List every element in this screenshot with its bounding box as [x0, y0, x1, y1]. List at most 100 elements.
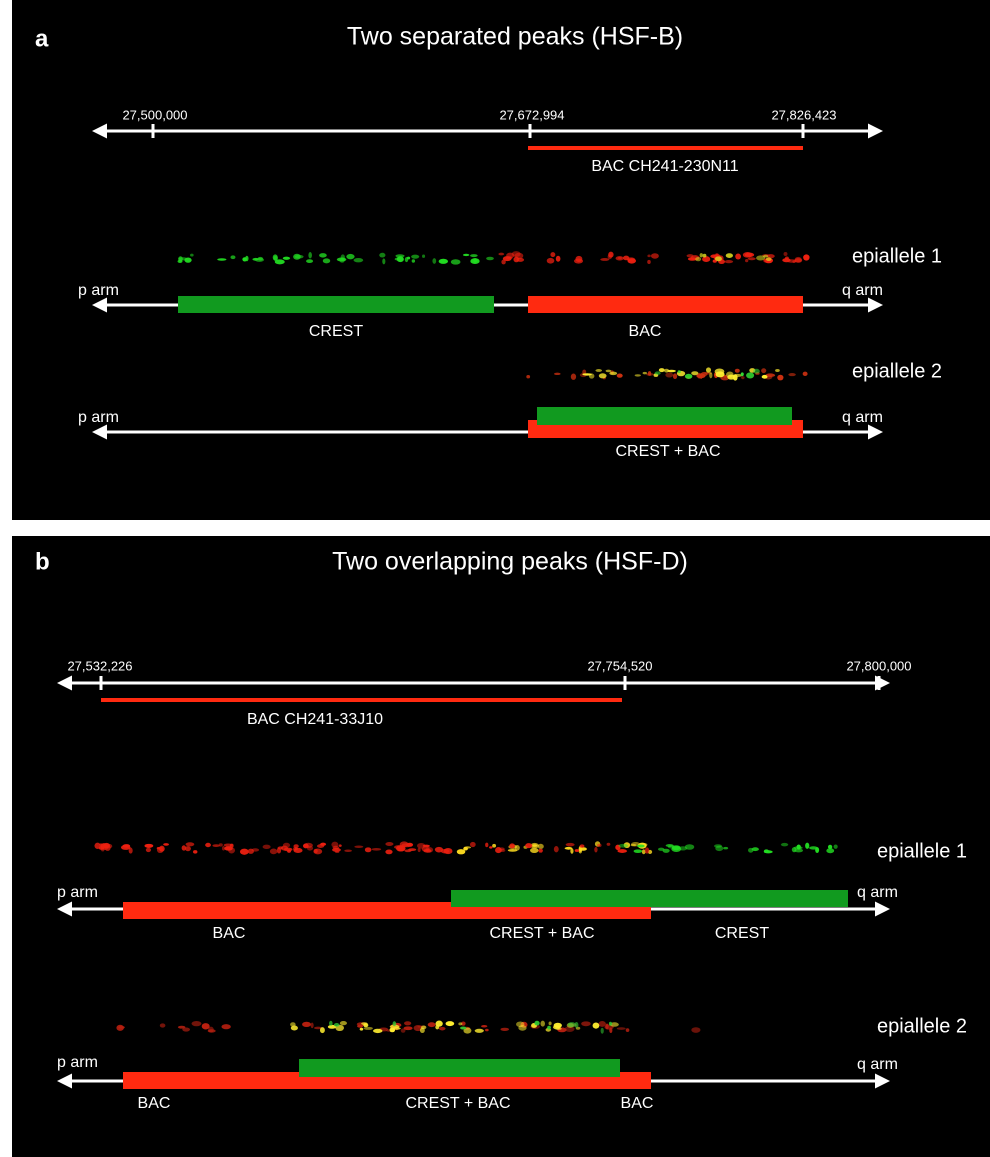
signal-dot: [580, 844, 585, 847]
signal-dot: [248, 849, 254, 854]
signal-dot: [706, 367, 711, 372]
signal-dot: [411, 255, 419, 259]
p-arm-label: p arm: [57, 884, 98, 901]
signal-dot: [190, 254, 194, 257]
signal-dot: [609, 1028, 612, 1034]
signal-dot: [647, 260, 651, 264]
signal-dot: [617, 1027, 626, 1030]
bac-line: [528, 146, 803, 150]
signal-dot: [417, 843, 425, 849]
signal-dot: [746, 372, 754, 378]
signal-dot: [530, 848, 539, 853]
signal-dot: [354, 258, 364, 262]
segment-label: BAC: [621, 1095, 654, 1112]
signal-dot: [540, 1021, 544, 1027]
signal-dot: [335, 851, 339, 853]
signal-dot: [361, 1022, 367, 1025]
bac-bar: [528, 296, 803, 313]
signal-dot: [436, 1021, 443, 1027]
signal-dot: [805, 843, 809, 849]
signal-dot: [568, 1022, 576, 1027]
signal-dot: [599, 373, 607, 378]
signal-dot: [809, 846, 818, 849]
signal-dot: [404, 1021, 411, 1025]
panel-label: a: [35, 25, 49, 52]
segment-label: CREST: [309, 323, 363, 340]
signal-dot: [446, 1021, 455, 1026]
signal-dot: [554, 373, 561, 375]
signal-dot: [240, 849, 249, 855]
signal-dot: [600, 258, 609, 261]
signal-dot: [538, 849, 542, 853]
q-arm-label: q arm: [857, 884, 898, 901]
signal-dot: [741, 372, 744, 376]
signal-dot: [357, 1025, 363, 1028]
signal-dot: [762, 375, 768, 379]
signal-dot: [192, 1021, 202, 1026]
signal-dot: [385, 850, 392, 855]
signal-dot: [306, 259, 313, 263]
signal-dot: [182, 845, 186, 850]
scale-label: 27,500,000: [122, 107, 187, 122]
signal-dot: [123, 844, 130, 848]
segment-label: CREST: [715, 925, 769, 942]
signal-dot: [435, 847, 443, 853]
signal-dot: [302, 1022, 311, 1027]
signal-dot: [726, 253, 733, 258]
signal-dot: [725, 260, 734, 263]
signal-dot: [460, 1026, 466, 1029]
signal-dot: [549, 1022, 552, 1026]
signal-dot: [382, 258, 385, 264]
crest-bar: [451, 890, 848, 907]
signal-dot: [163, 843, 169, 846]
signal-dot: [645, 847, 649, 853]
scale-label: 27,532,226: [67, 658, 132, 673]
signal-dot: [202, 1023, 210, 1029]
signal-dot: [575, 849, 579, 852]
signal-dot: [618, 844, 628, 848]
epiallele-label: epiallele 1: [852, 245, 942, 267]
signal-dot: [651, 253, 659, 258]
signal-dot: [379, 253, 385, 258]
signal-dot: [485, 843, 488, 848]
signal-dot: [320, 843, 326, 846]
signal-dot: [745, 259, 748, 262]
signal-dot: [193, 850, 197, 853]
signal-dot: [470, 842, 476, 847]
signal-dot: [643, 372, 647, 374]
signal-dot: [637, 844, 645, 847]
signal-dot: [673, 373, 677, 379]
epiallele-label: epiallele 1: [877, 840, 967, 862]
signal-dot: [308, 252, 312, 258]
signal-dot: [672, 845, 681, 850]
signal-dot: [307, 846, 313, 851]
signal-dot: [508, 849, 518, 852]
signal-dot: [144, 844, 153, 848]
segment-label: BAC: [138, 1095, 171, 1112]
signal-dot: [518, 1025, 526, 1031]
signal-dot: [205, 843, 211, 847]
signal-dot: [398, 847, 405, 851]
signal-dot: [570, 848, 573, 853]
signal-dot: [788, 373, 795, 376]
signal-dot: [217, 258, 226, 261]
signal-dot: [655, 371, 661, 375]
signal-dot: [485, 1029, 489, 1032]
panel-label: b: [35, 548, 50, 575]
signal-dot: [252, 258, 258, 261]
signal-dot: [775, 369, 780, 372]
signal-dot: [803, 254, 809, 260]
signal-dot: [715, 369, 725, 375]
signal-dot: [663, 849, 670, 853]
signal-dot: [834, 845, 838, 849]
crest-bar: [537, 407, 792, 425]
p-arm-label: p arm: [57, 1054, 98, 1071]
signal-dot: [733, 374, 738, 380]
signal-dot: [270, 848, 277, 854]
signal-dot: [313, 849, 322, 855]
signal-dot: [647, 255, 650, 258]
signal-dot: [105, 845, 111, 851]
signal-dot: [402, 843, 412, 847]
signal-dot: [547, 258, 555, 264]
p-arm-label: p arm: [78, 282, 119, 299]
